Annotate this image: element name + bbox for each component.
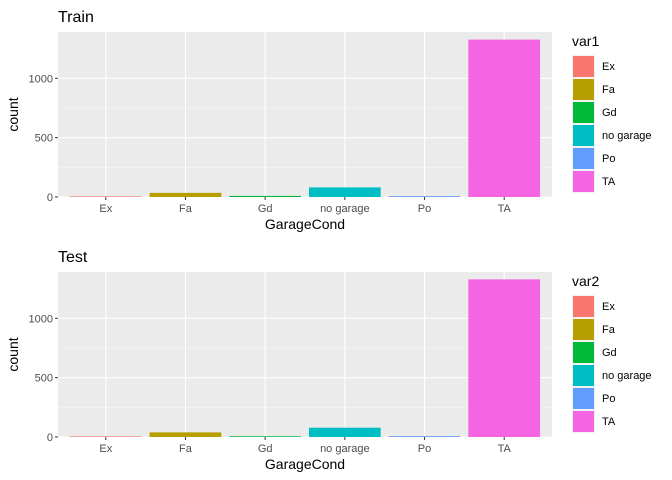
x-tick-label: Fa bbox=[179, 443, 193, 455]
legend-label: Ex bbox=[602, 61, 615, 73]
legend-label: Gd bbox=[602, 107, 617, 119]
bar-po bbox=[388, 436, 461, 437]
legend-swatch-po bbox=[573, 148, 594, 169]
bar-no-garage bbox=[308, 187, 381, 197]
chart-title: Test bbox=[58, 249, 88, 266]
chart-panel-test: Test 0 500 1000 Ex Fa Gd no garage Po TA GarageCon… bbox=[5, 249, 652, 472]
x-tick-label: Fa bbox=[179, 203, 193, 215]
y-tick-label: 1000 bbox=[29, 313, 53, 325]
legend-swatch-po bbox=[573, 388, 594, 409]
legend-title: var2 bbox=[572, 273, 599, 289]
legend-swatch-ta bbox=[573, 171, 594, 192]
chart-title: Train bbox=[58, 9, 94, 26]
bar-fa bbox=[149, 192, 222, 197]
y-tick-label: 500 bbox=[35, 133, 53, 145]
legend-swatch-no-garage bbox=[573, 365, 594, 386]
bar-ex bbox=[69, 196, 142, 197]
legend-swatch-gd bbox=[573, 102, 594, 123]
y-tick-label: 0 bbox=[47, 432, 53, 444]
legend-swatch-gd bbox=[573, 342, 594, 363]
bar-ex bbox=[69, 436, 142, 437]
x-tick-label: no garage bbox=[320, 443, 370, 455]
legend-label: Fa bbox=[602, 84, 616, 96]
bar-ta bbox=[468, 279, 541, 437]
legend-swatch-ta bbox=[573, 411, 594, 432]
legend-swatch-no-garage bbox=[573, 125, 594, 146]
legend-label: Po bbox=[602, 153, 615, 165]
bar-no-garage bbox=[308, 427, 381, 437]
bar-gd bbox=[229, 436, 302, 437]
x-axis-label: GarageCond bbox=[265, 216, 345, 232]
legend-swatch-fa bbox=[573, 319, 594, 340]
x-tick-label: Po bbox=[418, 203, 431, 215]
x-axis-label: GarageCond bbox=[265, 456, 345, 472]
legend-swatch-fa bbox=[573, 79, 594, 100]
legend-label: no garage bbox=[602, 370, 652, 382]
x-tick-label: Po bbox=[418, 443, 431, 455]
x-tick-label: Gd bbox=[258, 443, 273, 455]
legend-label: no garage bbox=[602, 130, 652, 142]
x-tick-label: Ex bbox=[99, 203, 112, 215]
legend-label: Gd bbox=[602, 347, 617, 359]
legend-label: TA bbox=[602, 176, 616, 188]
y-axis-label: count bbox=[5, 337, 21, 371]
legend-label: Ex bbox=[602, 301, 615, 313]
bar-po bbox=[388, 196, 461, 197]
bar-gd bbox=[229, 195, 302, 197]
bar-fa bbox=[149, 432, 222, 437]
chart-panel-train: Train 0 500 1000 Ex Fa Gd no garage Po TA GarageCo… bbox=[5, 9, 652, 232]
x-tick-label: no garage bbox=[320, 203, 370, 215]
legend-title: var1 bbox=[572, 33, 599, 49]
y-tick-label: 1000 bbox=[29, 73, 53, 85]
bar-ta bbox=[468, 39, 541, 197]
x-tick-label: TA bbox=[498, 443, 512, 455]
legend-swatch-ex bbox=[573, 56, 594, 77]
legend-label: TA bbox=[602, 416, 616, 428]
legend-swatch-ex bbox=[573, 296, 594, 317]
y-tick-label: 500 bbox=[35, 373, 53, 385]
x-tick-label: Gd bbox=[258, 203, 273, 215]
x-tick-label: TA bbox=[498, 203, 512, 215]
legend-label: Fa bbox=[602, 324, 616, 336]
y-tick-label: 0 bbox=[47, 192, 53, 204]
legend-label: Po bbox=[602, 393, 615, 405]
x-tick-label: Ex bbox=[99, 443, 112, 455]
y-axis-label: count bbox=[5, 97, 21, 131]
